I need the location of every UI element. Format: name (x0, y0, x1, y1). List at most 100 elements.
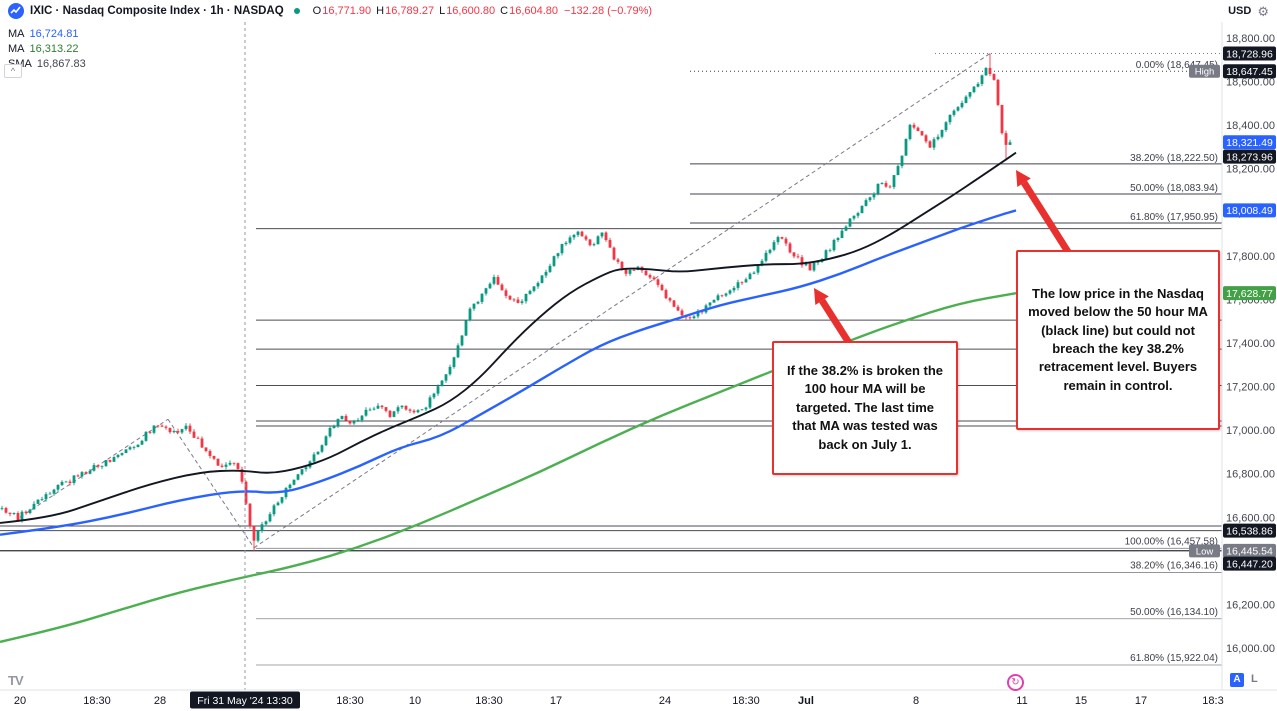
svg-text:0.00% (18,647.45): 0.00% (18,647.45) (1136, 60, 1218, 71)
time-axis-label: 11 (1016, 695, 1027, 707)
price-axis[interactable]: 18,800.00 18,600.00 18,400.00 18,200.00 18,0… (1223, 33, 1276, 655)
price-axis-label: 16,000.00 (1226, 643, 1275, 655)
svg-text:18,728.96: 18,728.96 (1226, 48, 1273, 60)
ohlc-low-label: L (439, 5, 446, 17)
annotation-text: The low price in the Nasdaq moved below … (1028, 285, 1208, 393)
price-badge (1223, 64, 1276, 79)
svg-text:18,273.96: 18,273.96 (1226, 151, 1273, 163)
indicator-value: 16,867.83 (36, 57, 86, 70)
svg-text:17,628.77: 17,628.77 (1226, 288, 1273, 300)
price-axis-label: 17,000.00 (1226, 425, 1275, 437)
svg-text:High: High (1195, 67, 1215, 78)
horizontal-level-lines[interactable] (0, 228, 1222, 552)
price-axis-label: 18,400.00 (1226, 120, 1275, 132)
annotation-callout-fib[interactable]: If the 38.2% is broken the 100 hour MA w… (772, 341, 958, 475)
high-tag (1189, 64, 1220, 78)
time-axis-label: 28 (154, 695, 166, 707)
price-axis-label: 16,600.00 (1226, 512, 1275, 524)
ohlc-open-label: O (312, 5, 322, 17)
ohlc-high-value: 16,789.27 (385, 5, 435, 17)
change-value: −132.28 (−0.79%) (564, 5, 653, 17)
ohlc-high-label: H (376, 5, 385, 17)
indicator-label: MA (8, 27, 25, 40)
time-axis[interactable]: 20 18:30 28 18:30 10 18:30 17 24 18:30 Jul 8 11 15 17… (14, 691, 1224, 709)
svg-text:18,008.49: 18,008.49 (1226, 205, 1273, 217)
indicator-value: 16,724.81 (29, 27, 79, 40)
price-badge (1223, 286, 1276, 301)
indicator-label: MA (8, 42, 25, 55)
price-axis-label: 16,800.00 (1226, 469, 1275, 481)
settings-gear-icon[interactable]: ⚙ (1257, 3, 1269, 19)
fib-retracement-lines[interactable] (256, 52, 1222, 666)
svg-text:16,445.54: 16,445.54 (1226, 546, 1273, 558)
time-axis-label: 18:30 (732, 695, 760, 707)
chevron-up-icon: ^ (10, 66, 16, 76)
price-axis-label: 18,600.00 (1226, 77, 1275, 89)
ma-blue-line[interactable] (0, 209, 1017, 536)
price-axis-label: 17,200.00 (1226, 382, 1275, 394)
time-axis-label: 17 (1135, 695, 1147, 707)
svg-text:50.00% (16,134.10): 50.00% (16,134.10) (1130, 607, 1218, 618)
auto-scale-button[interactable]: A (1230, 673, 1244, 687)
pane-collapse-button[interactable]: ^ (4, 64, 22, 78)
ohlc-close-label: C (500, 5, 509, 17)
price-axis-label: 18,800.00 (1226, 33, 1275, 45)
currency-button[interactable]: USD (1228, 5, 1252, 17)
annotation-text: If the 38.2% is broken the 100 hour MA w… (786, 362, 944, 452)
time-axis-label: 18:30 (475, 695, 503, 707)
svg-text:16,538.86: 16,538.86 (1226, 525, 1273, 537)
price-badge (1223, 523, 1276, 538)
svg-text:16,447.20: 16,447.20 (1226, 558, 1273, 570)
annotation-callout-ma[interactable]: The low price in the Nasdaq moved below … (1016, 250, 1220, 430)
price-badge (1223, 543, 1276, 558)
price-badge (1223, 149, 1276, 164)
time-axis-label: 18:30 (336, 695, 364, 707)
svg-text:Low: Low (1196, 546, 1214, 557)
indicator-row-ma-green[interactable]: MA 16,313.22 (8, 41, 86, 56)
ohlc-close-value: 16,604.80 (509, 5, 559, 17)
low-tag (1189, 544, 1220, 558)
price-badge (1223, 46, 1276, 61)
indicator-row-ma-blue[interactable]: MA 16,724.81 (8, 26, 86, 41)
time-axis-label: 17 (550, 695, 562, 707)
time-axis-label: 20 (14, 695, 26, 707)
time-axis-label: 8 (913, 695, 919, 707)
replay-icon[interactable]: ↻ (1007, 674, 1024, 691)
annotation-arrows[interactable] (814, 170, 1073, 348)
ma-black-line[interactable] (0, 151, 1017, 524)
price-axis-label: 18,200.00 (1226, 164, 1275, 176)
svg-text:61.80% (15,922.04): 61.80% (15,922.04) (1130, 653, 1218, 664)
symbol-logo-icon[interactable] (8, 3, 24, 19)
fib-labels: 0.00% (18,647.45) 38.20% (18,222.50) 50.00… (1125, 60, 1218, 664)
log-scale-button[interactable]: L (1251, 673, 1258, 685)
indicator-legend: MA 16,724.81 MA 16,313.22 SMA 16,867.83 (8, 26, 86, 71)
time-axis-label: Jul (798, 695, 814, 707)
tradingview-logo[interactable]: TV (8, 673, 24, 688)
time-axis-label: 18:30 (83, 695, 111, 707)
time-axis-label: 24 (659, 695, 671, 707)
svg-text:38.20% (18,222.50): 38.20% (18,222.50) (1130, 153, 1218, 164)
price-axis-label: 17,400.00 (1226, 338, 1275, 350)
ohlc-open-value: 16,771.90 (322, 5, 372, 17)
ohlc-low-value: 16,600.80 (446, 5, 496, 17)
crosshair-time-badge (190, 691, 300, 709)
price-badge (1223, 135, 1276, 150)
svg-text:Fri 31 May '24 13:30: Fri 31 May '24 13:30 (197, 695, 293, 707)
symbol-title-button[interactable]: IXIC · Nasdaq Composite Index · 1h · NAS… (30, 5, 284, 17)
svg-text:18,647.45: 18,647.45 (1226, 66, 1273, 78)
svg-text:38.20% (16,346.16): 38.20% (16,346.16) (1130, 561, 1218, 572)
chart-header: IXIC · Nasdaq Composite Index · 1h · NAS… (0, 0, 1277, 22)
ohlc-readout: O 16,771.90 H 16,789.27 L 16,600.80 C 16,604… (308, 5, 652, 17)
price-badge (1223, 556, 1276, 571)
price-badge (1223, 203, 1276, 218)
candlestick-series (0, 53, 1012, 551)
dashed-trendlines[interactable] (19, 53, 991, 549)
svg-text:50.00% (18,083.94): 50.00% (18,083.94) (1130, 183, 1218, 194)
time-axis-label: 15 (1075, 695, 1087, 707)
price-axis-label: 17,800.00 (1226, 251, 1275, 263)
svg-text:18,321.49: 18,321.49 (1226, 137, 1273, 149)
time-axis-label: 10 (409, 695, 421, 707)
market-status-icon (293, 8, 300, 14)
